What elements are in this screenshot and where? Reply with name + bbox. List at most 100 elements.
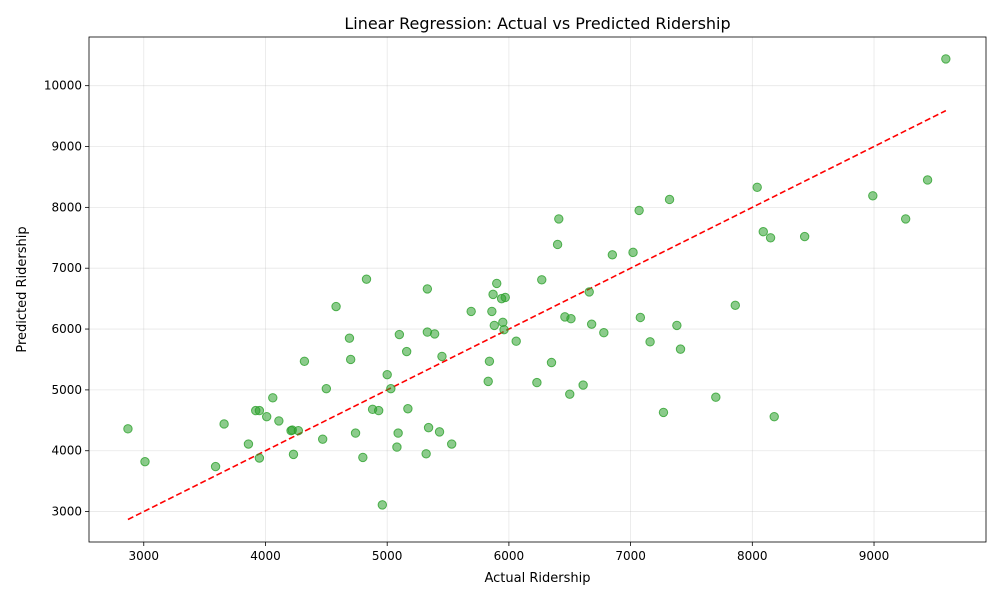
data-point <box>437 351 447 362</box>
data-point <box>565 389 575 399</box>
data-point <box>672 320 682 331</box>
data-point <box>635 312 646 323</box>
y-tick-label: 6000 <box>51 322 82 336</box>
plot-area <box>89 37 986 542</box>
data-point <box>941 54 951 64</box>
data-point <box>511 336 521 346</box>
x-axis-label: Actual Ridership <box>485 571 591 586</box>
data-point <box>268 393 278 403</box>
data-point <box>422 284 433 294</box>
data-point <box>382 369 392 380</box>
data-point <box>552 239 563 250</box>
data-point <box>900 214 911 224</box>
y-tick-label: 10000 <box>44 79 82 93</box>
data-point <box>261 411 272 422</box>
data-point <box>317 434 328 444</box>
data-point <box>434 427 445 437</box>
data-point <box>331 301 341 312</box>
data-point <box>288 449 299 460</box>
data-point <box>243 439 254 449</box>
y-axis-ticks: 3000 4000 5000 6000 7000 8000 9000 10000 <box>44 79 89 519</box>
data-point <box>868 191 878 201</box>
data-point <box>492 278 502 289</box>
data-point <box>350 428 361 438</box>
data-point <box>675 344 686 354</box>
data-point <box>628 247 638 258</box>
data-point <box>537 275 547 285</box>
data-point <box>711 392 721 402</box>
data-point <box>634 205 644 216</box>
data-point <box>752 182 762 192</box>
data-point <box>401 346 412 357</box>
data-point <box>377 500 388 510</box>
data-point <box>487 306 497 317</box>
y-tick-label: 9000 <box>51 140 82 154</box>
reference-line <box>127 109 947 521</box>
data-point <box>484 356 495 366</box>
data-point <box>578 380 588 390</box>
data-point <box>386 383 396 394</box>
data-point <box>566 314 576 324</box>
x-tick-label: 6000 <box>494 549 525 563</box>
data-point <box>299 356 310 366</box>
data-point <box>210 461 221 472</box>
x-tick-label: 9000 <box>859 549 890 563</box>
data-point <box>483 376 493 387</box>
data-point <box>758 226 768 237</box>
data-point <box>429 329 440 339</box>
data-point <box>664 194 675 205</box>
data-point <box>293 425 304 436</box>
data-point <box>546 357 557 368</box>
data-point <box>499 324 509 335</box>
data-point <box>123 424 133 434</box>
y-tick-label: 5000 <box>51 383 82 397</box>
data-point <box>599 327 609 338</box>
data-point <box>274 416 284 426</box>
data-point <box>586 319 597 329</box>
data-point <box>321 383 332 394</box>
x-axis-ticks: 3000 4000 5000 6000 7000 8000 9000 <box>128 542 889 563</box>
data-point <box>488 289 498 300</box>
x-tick-label: 4000 <box>250 549 281 563</box>
data-point <box>392 442 402 452</box>
data-point <box>730 300 740 311</box>
data-point <box>554 214 564 224</box>
x-tick-label: 7000 <box>615 549 646 563</box>
data-point <box>645 337 655 347</box>
plot-frame <box>88 36 987 543</box>
reference-line-group <box>127 109 947 521</box>
data-point <box>607 250 618 260</box>
data-point <box>140 456 150 467</box>
data-point <box>466 306 476 317</box>
data-point <box>254 453 265 463</box>
data-point <box>765 233 776 243</box>
data-point <box>922 175 933 185</box>
data-point <box>345 354 356 365</box>
data-point <box>500 292 510 303</box>
y-axis-label: Predicted Ridership <box>15 226 30 352</box>
data-point <box>658 407 669 418</box>
data-point <box>373 405 384 416</box>
data-point <box>532 377 542 388</box>
data-point <box>489 320 499 331</box>
y-tick-label: 7000 <box>51 261 82 275</box>
grid <box>89 37 986 542</box>
data-point <box>446 439 457 449</box>
data-point <box>219 419 229 429</box>
x-tick-label: 8000 <box>737 549 768 563</box>
data-point <box>799 231 810 242</box>
data-points <box>123 54 951 510</box>
data-point <box>421 449 431 459</box>
y-tick-label: 8000 <box>51 200 82 214</box>
data-point <box>254 405 265 416</box>
data-point <box>584 287 594 297</box>
y-tick-label: 3000 <box>51 505 82 519</box>
y-tick-label: 4000 <box>51 444 82 458</box>
data-point <box>769 411 779 422</box>
chart-title: Linear Regression: Actual vs Predicted R… <box>344 14 730 33</box>
data-point <box>394 329 405 340</box>
data-point <box>344 333 355 343</box>
x-tick-label: 5000 <box>372 549 403 563</box>
